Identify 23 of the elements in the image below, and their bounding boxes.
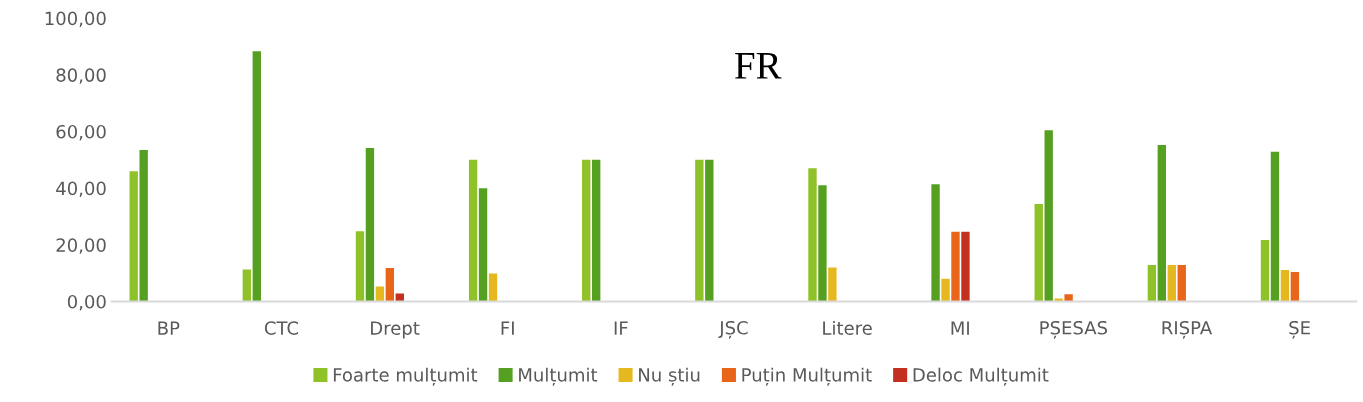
x-tick-label: MI bbox=[951, 321, 969, 335]
y-tick-label: 60,00 bbox=[56, 124, 106, 141]
x-tick-label: RIȘPA bbox=[1162, 320, 1213, 339]
x-tick-label: Litere bbox=[823, 320, 872, 335]
x-tick-label: CTC bbox=[264, 321, 299, 335]
legend-label: Mulțumit bbox=[519, 367, 598, 386]
y-tick-label: 20,00 bbox=[56, 238, 106, 254]
legend-label: Deloc Mulțumit bbox=[913, 367, 1049, 386]
y-tick-label: 40,00 bbox=[56, 181, 106, 198]
x-tick-label: ȘE bbox=[1289, 320, 1310, 339]
legend-label: Foarte mulțumit bbox=[333, 367, 478, 386]
x-tick-label: PȘESAS bbox=[1040, 320, 1108, 339]
legend-label: Nu știu bbox=[639, 367, 700, 386]
y-tick-label: 0,00 bbox=[67, 294, 106, 311]
x-tick-label: FI bbox=[501, 321, 514, 335]
y-tick-label: 80,00 bbox=[56, 68, 106, 84]
x-tick-label: Drept bbox=[371, 321, 420, 339]
x-tick-label: IF bbox=[614, 321, 628, 335]
x-tick-label: BP bbox=[158, 321, 180, 335]
x-tick-label: JȘC bbox=[718, 320, 748, 339]
legend-label: Puțin Mulțumit bbox=[742, 367, 872, 386]
y-tick-label: 100,00 bbox=[45, 11, 106, 28]
text: FR bbox=[735, 52, 782, 79]
